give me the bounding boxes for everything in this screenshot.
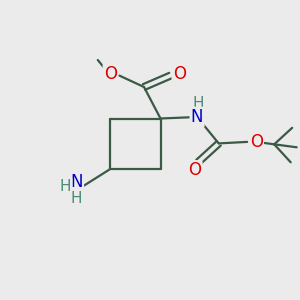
- Text: N: N: [70, 173, 83, 191]
- Text: O: O: [250, 133, 263, 151]
- Text: H: H: [60, 179, 71, 194]
- Text: H: H: [71, 191, 82, 206]
- Text: H: H: [193, 96, 204, 111]
- Text: O: O: [173, 65, 186, 83]
- Text: N: N: [191, 108, 203, 126]
- Text: O: O: [188, 161, 201, 179]
- Text: O: O: [104, 65, 117, 83]
